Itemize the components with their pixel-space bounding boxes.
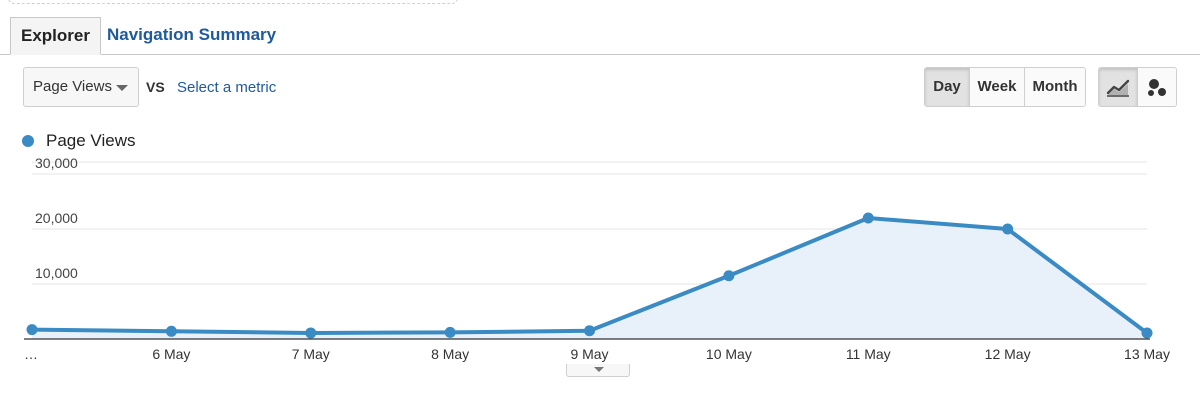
granularity-toggle: Day Week Month [924,67,1086,107]
caret-down-icon [594,367,604,372]
data-point [26,324,38,336]
line-chart-icon [1106,79,1130,97]
line-chart-button[interactable] [1099,68,1138,106]
tab-bar: Explorer Navigation Summary [0,0,1200,55]
x-tick-label: 13 May [1124,346,1170,362]
tab-explorer[interactable]: Explorer [10,17,101,55]
y-tick-label: 20,000 [35,210,78,226]
week-button[interactable]: Week [970,68,1025,106]
data-point [723,270,735,282]
day-button[interactable]: Day [925,68,970,106]
vs-label: VS [146,79,165,95]
page-views-chart: 30,000 20,000 10,000 … 6 May 7 May 8 May 9 May 1… [24,155,1170,362]
data-point [305,327,317,339]
x-tick-label: 6 May [152,346,190,362]
legend-label: Page Views [46,131,136,150]
x-tick-label: 11 May [846,346,891,362]
y-tick-label: 10,000 [35,265,78,281]
month-button[interactable]: Month [1025,68,1085,106]
metric-dropdown[interactable]: Page Views [23,67,139,107]
chevron-down-icon [116,85,128,91]
data-point [165,325,177,337]
chart-legend: Page Views [22,130,135,152]
motion-chart-icon [1148,79,1166,96]
x-tick-label: 10 May [706,346,752,362]
select-metric-link[interactable]: Select a metric [177,79,277,96]
x-tick-label: 12 May [985,346,1031,362]
data-point [1002,223,1014,235]
y-tick-label: 30,000 [35,155,78,171]
chart-resize-handle[interactable] [566,364,630,377]
tab-navigation-summary[interactable]: Navigation Summary [107,25,277,44]
x-tick-label: … [24,346,38,362]
motion-chart-button[interactable] [1138,68,1176,106]
metric-dropdown-label: Page Views [33,78,112,95]
data-point [444,326,456,338]
data-point [862,212,874,224]
series-area [32,218,1147,339]
chart-type-toggle [1098,67,1177,107]
legend-marker [22,135,34,147]
x-tick-label: 9 May [570,346,608,362]
x-tick-label: 7 May [292,346,330,362]
x-tick-label: 8 May [431,346,469,362]
data-point [1141,327,1153,339]
data-point [584,325,595,337]
